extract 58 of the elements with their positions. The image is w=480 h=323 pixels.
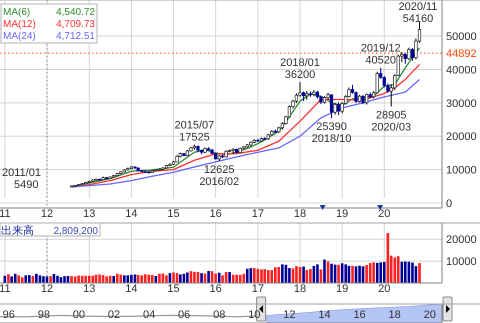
annotation: 2,809,200 — [54, 226, 98, 237]
x-tick-label: 00 — [72, 309, 86, 321]
y-tick-label: 10000 — [446, 256, 477, 268]
annotation: 28905 2020/03 — [371, 109, 412, 134]
x-tick-label: 12 — [283, 309, 296, 321]
x-tick-label: 98 — [38, 309, 50, 321]
x-tick-label: 06 — [178, 309, 190, 321]
x-tick-label: 14 — [125, 208, 138, 220]
x-tick-label: 11 — [0, 283, 11, 295]
ref-line-label: 44892 — [446, 48, 477, 60]
annotation: 2020/11 54160 — [398, 1, 438, 25]
y-tick-label: 0 — [446, 198, 452, 210]
x-tick-label: 08 — [213, 309, 226, 321]
annotation: 2015/07 17525 — [174, 119, 214, 144]
x-tick-label: 15 — [167, 283, 180, 295]
x-tick-label: 18 — [388, 309, 401, 321]
x-tick-label: 17 — [252, 283, 264, 295]
y-tick-label: 30000 — [446, 98, 477, 110]
text: MA(6) — [3, 7, 30, 18]
text: MA(12) — [3, 19, 36, 30]
y-tick-label: 40000 — [446, 64, 477, 76]
y-tick-label: 20000 — [446, 131, 477, 144]
annotation: 4,709.73 — [56, 19, 96, 30]
text: MA(24) — [3, 31, 36, 42]
x-tick-label: 12 — [40, 283, 54, 295]
y-tick-label: 50000 — [446, 31, 477, 44]
x-tick-label: 11 — [0, 208, 11, 220]
annotation: 4,712.51 — [56, 31, 96, 42]
x-tick-label: 13 — [83, 283, 96, 295]
x-tick-label: 14 — [318, 309, 331, 321]
x-tick-label: 16 — [210, 283, 222, 295]
y-tick-label: 10000 — [446, 164, 477, 177]
x-tick-label: 16 — [210, 208, 222, 220]
x-tick-label: 12 — [40, 208, 54, 220]
x-tick-label: 14 — [125, 283, 138, 295]
annotation: 4,540.72 — [56, 7, 96, 18]
annotation: 25390 2018/10 — [312, 121, 352, 146]
x-tick-label: 18 — [294, 283, 306, 295]
x-tick-label: 17 — [252, 208, 264, 220]
annotation: 2011/01 5490 — [2, 167, 41, 191]
x-tick-label: 04 — [142, 309, 156, 321]
annotation: 2018/01 36200 — [280, 57, 320, 82]
x-tick-label: 20 — [378, 283, 390, 295]
x-tick-label: 02 — [108, 309, 120, 321]
annotation: 12625 2016/02 — [199, 164, 240, 188]
y-tick-label: 20000 — [446, 234, 477, 246]
x-tick-label: 96 — [2, 309, 15, 321]
x-tick-label: 20 — [424, 309, 436, 321]
x-tick-label: 20 — [378, 208, 390, 220]
x-tick-label: 19 — [336, 208, 348, 220]
x-tick-label: 16 — [353, 309, 366, 321]
x-tick-label: 15 — [167, 208, 180, 220]
x-tick-label: 18 — [294, 208, 306, 220]
x-tick-label: 13 — [83, 208, 96, 220]
chart-title: 出来高 — [1, 224, 34, 237]
annotation: 2019/12 40520 — [360, 42, 401, 67]
x-tick-label: 19 — [336, 283, 348, 295]
x-tick-label: 10 — [248, 309, 260, 321]
